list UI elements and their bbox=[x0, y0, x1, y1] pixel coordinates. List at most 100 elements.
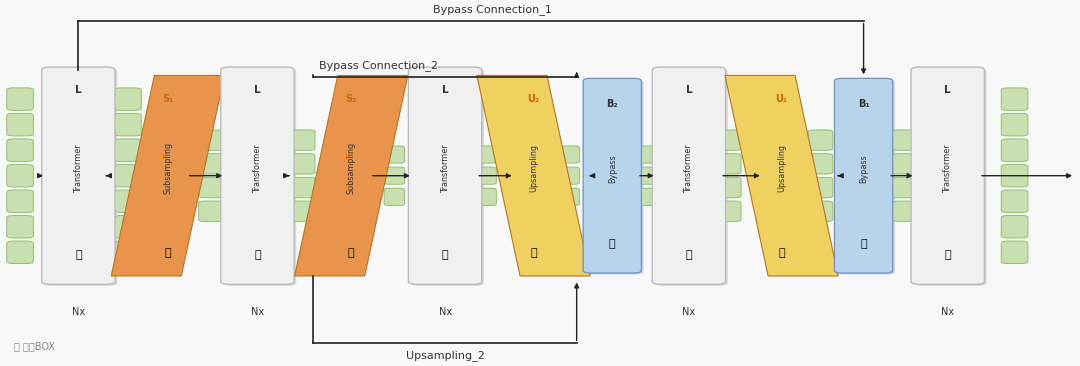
Text: 🔥: 🔥 bbox=[348, 248, 354, 258]
FancyBboxPatch shape bbox=[808, 201, 833, 221]
Text: Nx: Nx bbox=[71, 307, 85, 317]
FancyBboxPatch shape bbox=[6, 216, 33, 238]
FancyBboxPatch shape bbox=[808, 130, 833, 150]
Text: 🔥: 🔥 bbox=[75, 250, 82, 259]
FancyBboxPatch shape bbox=[1001, 190, 1028, 213]
FancyBboxPatch shape bbox=[6, 190, 33, 213]
FancyBboxPatch shape bbox=[476, 167, 497, 184]
Polygon shape bbox=[725, 75, 838, 276]
Text: L: L bbox=[442, 85, 448, 94]
Text: 🔥: 🔥 bbox=[779, 248, 785, 258]
FancyBboxPatch shape bbox=[199, 178, 224, 198]
Text: 🔥: 🔥 bbox=[609, 239, 616, 249]
FancyBboxPatch shape bbox=[6, 113, 33, 136]
Text: Transformer: Transformer bbox=[73, 144, 83, 193]
Text: 🔥: 🔥 bbox=[686, 250, 692, 259]
FancyBboxPatch shape bbox=[1001, 139, 1028, 161]
FancyBboxPatch shape bbox=[114, 113, 141, 136]
FancyBboxPatch shape bbox=[1001, 164, 1028, 187]
Text: 🔥: 🔥 bbox=[861, 239, 867, 249]
FancyBboxPatch shape bbox=[837, 80, 895, 274]
Text: Nx: Nx bbox=[683, 307, 696, 317]
FancyBboxPatch shape bbox=[558, 146, 579, 163]
Text: B₂: B₂ bbox=[607, 99, 618, 109]
FancyBboxPatch shape bbox=[652, 67, 726, 284]
FancyBboxPatch shape bbox=[476, 146, 497, 163]
FancyBboxPatch shape bbox=[716, 201, 741, 221]
FancyBboxPatch shape bbox=[199, 130, 224, 150]
Text: S₁: S₁ bbox=[162, 94, 174, 104]
FancyBboxPatch shape bbox=[835, 78, 893, 273]
Text: Transformer: Transformer bbox=[441, 144, 449, 193]
Text: 🔥 知否BOX: 🔥 知否BOX bbox=[14, 341, 55, 351]
Text: Upsampling: Upsampling bbox=[529, 145, 538, 193]
FancyBboxPatch shape bbox=[637, 146, 658, 163]
FancyBboxPatch shape bbox=[558, 188, 579, 205]
Text: Bypass Connection_1: Bypass Connection_1 bbox=[433, 4, 552, 15]
FancyBboxPatch shape bbox=[222, 68, 296, 286]
Text: L: L bbox=[75, 85, 82, 94]
Polygon shape bbox=[111, 75, 225, 276]
FancyBboxPatch shape bbox=[410, 68, 484, 286]
FancyBboxPatch shape bbox=[808, 178, 833, 198]
FancyBboxPatch shape bbox=[384, 167, 405, 184]
Text: Nx: Nx bbox=[251, 307, 264, 317]
Text: S₂: S₂ bbox=[346, 94, 356, 104]
FancyBboxPatch shape bbox=[114, 190, 141, 213]
FancyBboxPatch shape bbox=[892, 130, 917, 150]
FancyBboxPatch shape bbox=[199, 201, 224, 221]
FancyBboxPatch shape bbox=[44, 68, 118, 286]
FancyBboxPatch shape bbox=[291, 130, 315, 150]
FancyBboxPatch shape bbox=[808, 154, 833, 174]
FancyBboxPatch shape bbox=[6, 88, 33, 111]
Polygon shape bbox=[477, 75, 590, 276]
FancyBboxPatch shape bbox=[583, 78, 642, 273]
FancyBboxPatch shape bbox=[558, 167, 579, 184]
FancyBboxPatch shape bbox=[6, 164, 33, 187]
FancyBboxPatch shape bbox=[716, 154, 741, 174]
FancyBboxPatch shape bbox=[114, 88, 141, 111]
FancyBboxPatch shape bbox=[291, 201, 315, 221]
FancyBboxPatch shape bbox=[114, 164, 141, 187]
Text: Nx: Nx bbox=[941, 307, 955, 317]
Text: Upsampling: Upsampling bbox=[778, 145, 786, 193]
FancyBboxPatch shape bbox=[42, 67, 116, 284]
Text: L: L bbox=[254, 85, 260, 94]
FancyBboxPatch shape bbox=[654, 68, 728, 286]
FancyBboxPatch shape bbox=[114, 216, 141, 238]
Text: Subsampling: Subsampling bbox=[163, 142, 173, 194]
Text: U₂: U₂ bbox=[527, 94, 540, 104]
Text: Transformer: Transformer bbox=[943, 144, 953, 193]
FancyBboxPatch shape bbox=[6, 241, 33, 264]
FancyBboxPatch shape bbox=[408, 67, 482, 284]
FancyBboxPatch shape bbox=[892, 178, 917, 198]
FancyBboxPatch shape bbox=[1001, 113, 1028, 136]
FancyBboxPatch shape bbox=[914, 68, 986, 286]
FancyBboxPatch shape bbox=[384, 188, 405, 205]
Text: B₁: B₁ bbox=[858, 99, 869, 109]
FancyBboxPatch shape bbox=[6, 139, 33, 161]
Text: 🔥: 🔥 bbox=[530, 248, 537, 258]
FancyBboxPatch shape bbox=[892, 201, 917, 221]
Text: 🔥: 🔥 bbox=[254, 250, 260, 259]
FancyBboxPatch shape bbox=[291, 154, 315, 174]
FancyBboxPatch shape bbox=[585, 80, 644, 274]
FancyBboxPatch shape bbox=[1001, 216, 1028, 238]
FancyBboxPatch shape bbox=[892, 154, 917, 174]
FancyBboxPatch shape bbox=[220, 67, 294, 284]
FancyBboxPatch shape bbox=[716, 178, 741, 198]
Text: 🔥: 🔥 bbox=[442, 250, 448, 259]
Text: Upsampling_2: Upsampling_2 bbox=[406, 350, 485, 361]
FancyBboxPatch shape bbox=[114, 139, 141, 161]
FancyBboxPatch shape bbox=[291, 178, 315, 198]
FancyBboxPatch shape bbox=[1001, 88, 1028, 111]
Text: 🔥: 🔥 bbox=[944, 250, 951, 259]
FancyBboxPatch shape bbox=[476, 188, 497, 205]
FancyBboxPatch shape bbox=[199, 154, 224, 174]
Text: 🔥: 🔥 bbox=[164, 248, 172, 258]
Text: L: L bbox=[686, 85, 692, 94]
Text: Bypass: Bypass bbox=[859, 154, 868, 183]
Text: Bypass Connection_2: Bypass Connection_2 bbox=[319, 60, 437, 71]
Text: Bypass: Bypass bbox=[608, 154, 617, 183]
FancyBboxPatch shape bbox=[637, 188, 658, 205]
